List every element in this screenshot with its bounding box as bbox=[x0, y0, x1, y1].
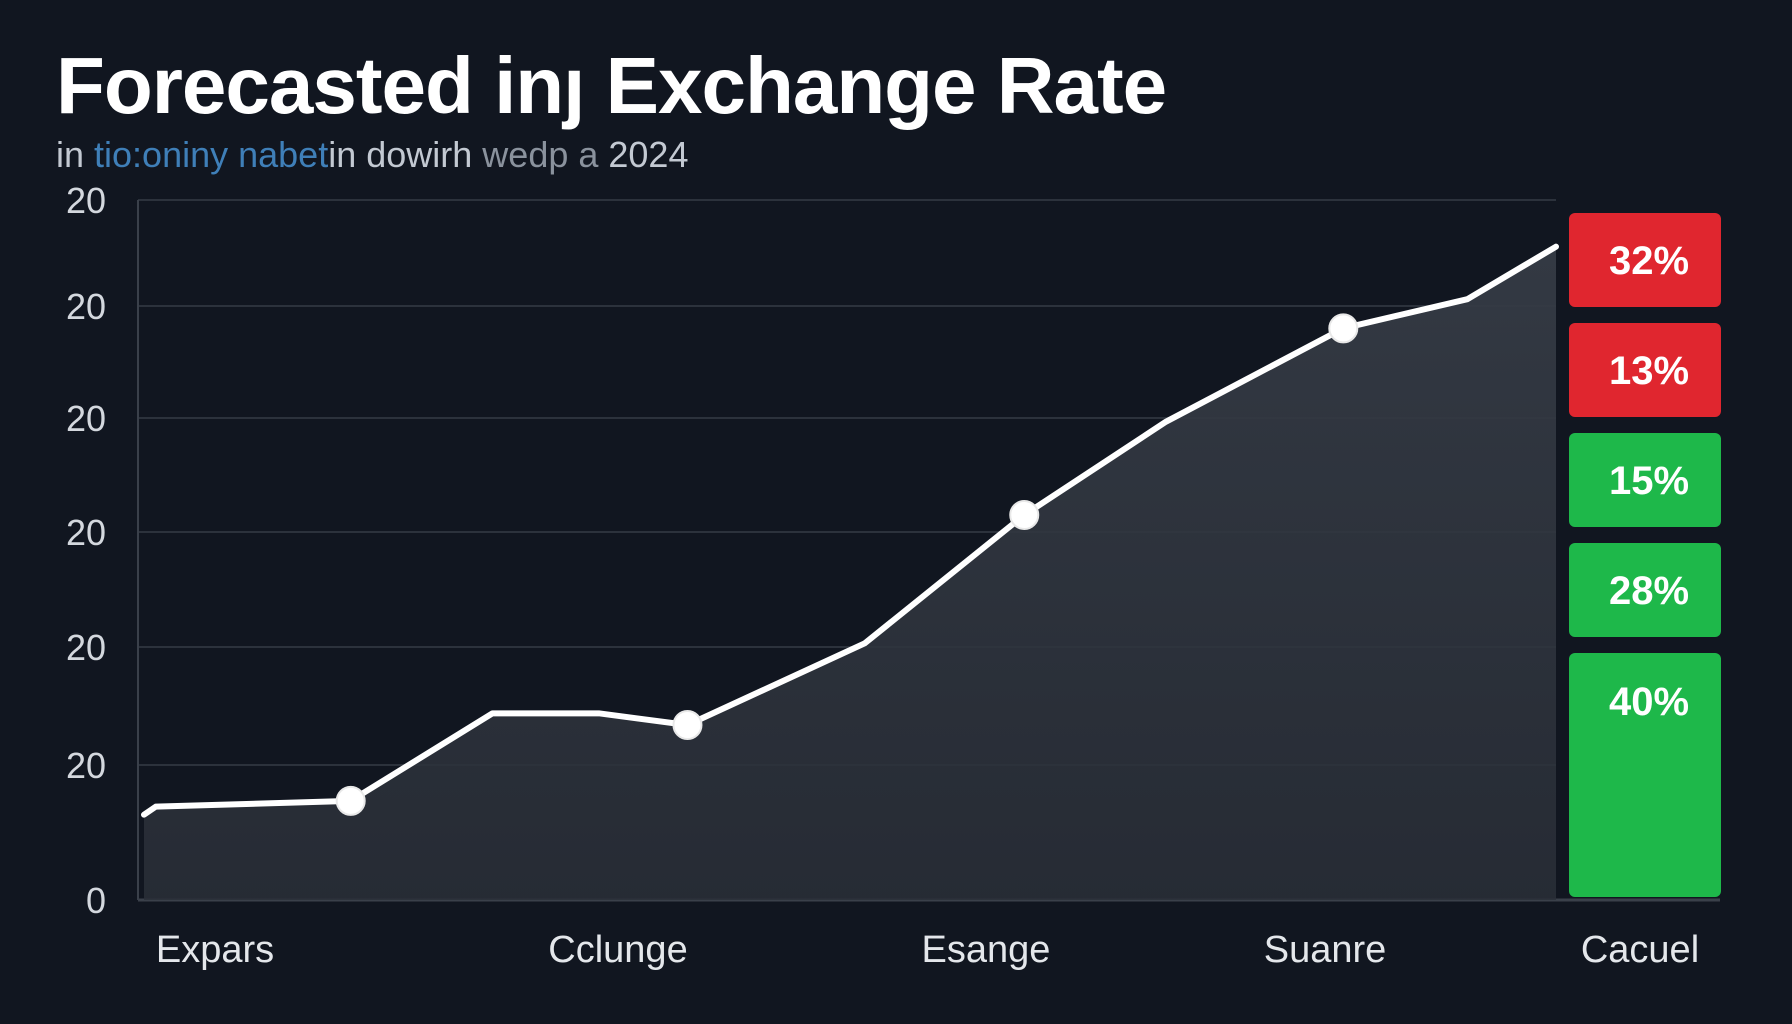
area-fill bbox=[144, 246, 1556, 900]
chart-title: Forecasted inȷ Exchange Rate bbox=[56, 41, 1167, 130]
y-tick-label: 20 bbox=[66, 180, 106, 221]
area-shape bbox=[144, 246, 1556, 900]
subtitle-lead: in bbox=[56, 134, 95, 175]
badge-label: 32% bbox=[1609, 239, 1689, 283]
percentage-badge bbox=[1569, 653, 1721, 897]
data-point-marker bbox=[1328, 313, 1359, 344]
x-axis-category-labels: Expars Cclunge Esange Suanre Cacuel bbox=[156, 929, 1699, 971]
data-point-marker bbox=[1009, 500, 1040, 530]
x-category-label: Suanre bbox=[1264, 929, 1387, 971]
x-category-label: Esange bbox=[922, 929, 1051, 971]
percentage-badge bbox=[1569, 323, 1721, 417]
percentage-badge bbox=[1569, 213, 1721, 307]
y-tick-label: 20 bbox=[66, 627, 106, 668]
y-tick-label: 20 bbox=[66, 398, 106, 439]
badge-label: 40% bbox=[1609, 680, 1689, 724]
y-tick-label: 20 bbox=[66, 286, 106, 327]
point-markers bbox=[335, 313, 1359, 816]
x-category-label: Cclunge bbox=[548, 929, 687, 971]
badge-label: 15% bbox=[1609, 459, 1689, 503]
percentage-badge bbox=[1569, 543, 1721, 637]
percentage-badges: 32% 13% 15% 28% 40% bbox=[1569, 213, 1721, 897]
series-line bbox=[141, 243, 1559, 818]
y-tick-label: 20 bbox=[66, 745, 106, 786]
data-point-marker bbox=[672, 710, 703, 740]
y-tick-label: 20 bbox=[66, 512, 106, 553]
subtitle-dim: wedp a bbox=[482, 134, 599, 175]
x-category-label: Cacuel bbox=[1581, 929, 1699, 971]
x-category-label: Expars bbox=[156, 929, 274, 971]
y-axis-tick-labels: 0 20 20 20 20 20 20 bbox=[66, 180, 106, 921]
percentage-badge bbox=[1569, 433, 1721, 527]
badge-label: 13% bbox=[1609, 349, 1689, 393]
subtitle-highlight: tio:oniny nabet bbox=[94, 134, 329, 175]
chart-subtitle: in tio:oniny nabetin dowirh wedp a 2024 bbox=[56, 134, 688, 176]
series-path bbox=[141, 243, 1559, 818]
data-point-marker bbox=[335, 785, 366, 816]
subtitle-middle: in dowirh bbox=[328, 134, 483, 175]
subtitle-year: 2024 bbox=[598, 134, 689, 175]
y-tick-label: 0 bbox=[86, 880, 106, 921]
badge-label: 28% bbox=[1609, 569, 1689, 613]
